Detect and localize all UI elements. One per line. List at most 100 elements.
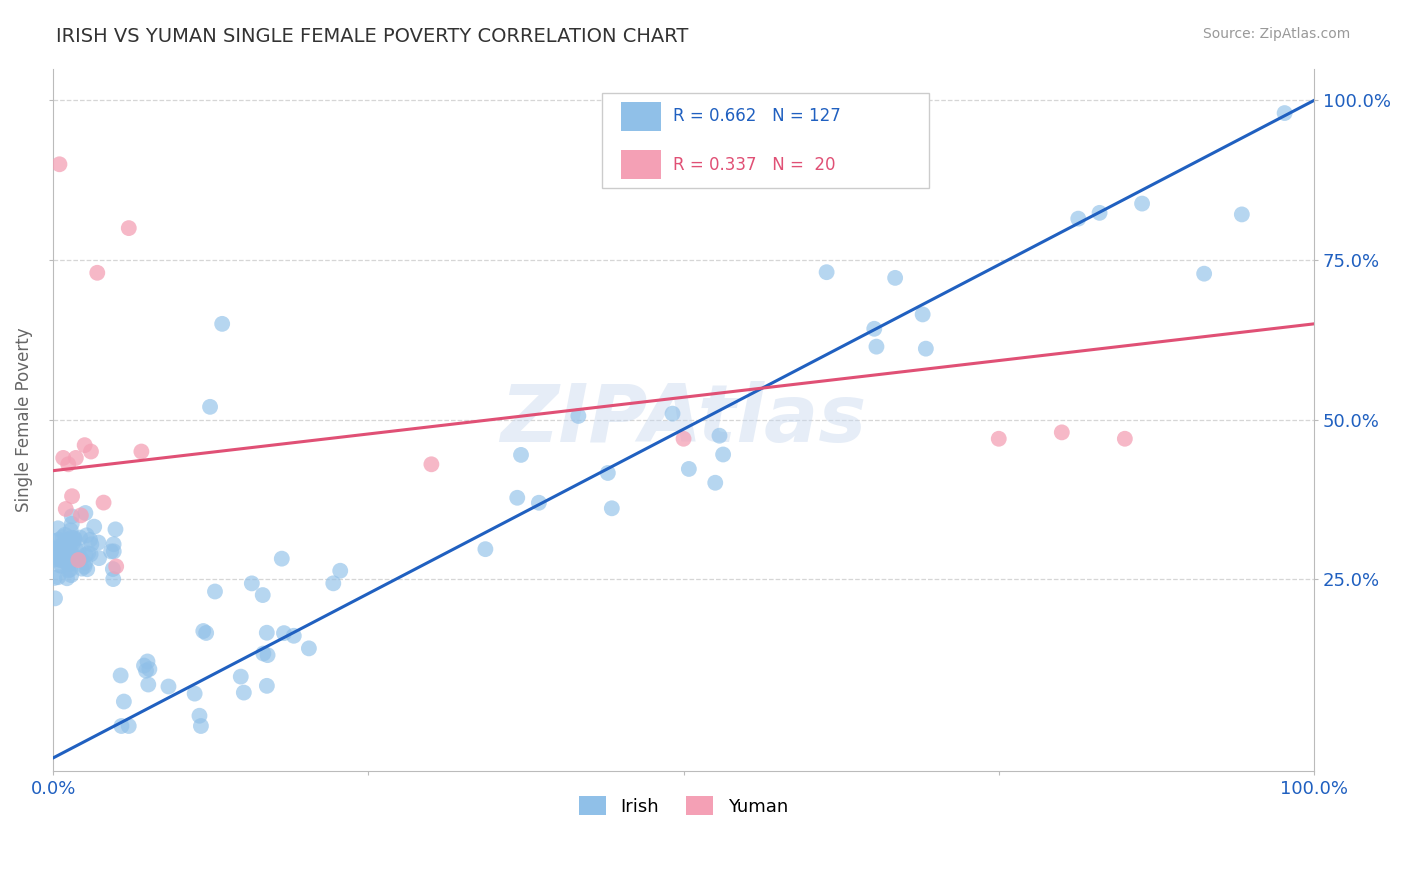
Point	[59, 523, 82, 537]
Point	[190, 719, 212, 733]
Point	[131, 444, 153, 458]
Point	[76, 528, 98, 542]
Point	[256, 625, 278, 640]
Point	[157, 680, 180, 694]
Point	[193, 624, 215, 638]
Point	[48, 533, 70, 547]
Point	[56, 549, 79, 563]
Point	[103, 537, 125, 551]
Point	[70, 562, 93, 576]
Point	[53, 543, 76, 558]
Point	[62, 535, 84, 549]
Point	[87, 551, 110, 566]
Point	[103, 572, 125, 586]
Point	[863, 322, 886, 336]
Point	[69, 531, 91, 545]
Point	[195, 626, 218, 640]
Point	[58, 563, 80, 577]
Point	[55, 541, 77, 556]
Point	[256, 648, 278, 662]
Point	[77, 546, 100, 560]
Point	[56, 571, 79, 585]
Point	[1130, 196, 1153, 211]
Point	[987, 432, 1010, 446]
Point	[53, 554, 76, 568]
Point	[103, 544, 125, 558]
Point	[1192, 267, 1215, 281]
FancyBboxPatch shape	[602, 93, 929, 188]
Point	[1067, 211, 1090, 226]
Point	[59, 533, 82, 548]
Point	[65, 543, 87, 558]
Point	[51, 553, 73, 567]
Point	[83, 519, 105, 533]
Point	[1274, 106, 1296, 120]
Point	[672, 432, 695, 446]
Point	[51, 558, 73, 573]
Point	[232, 685, 254, 699]
Point	[298, 641, 321, 656]
Point	[75, 548, 97, 562]
Text: R = 0.662   N = 127: R = 0.662 N = 127	[673, 107, 841, 125]
Point	[67, 543, 90, 558]
Point	[60, 489, 83, 503]
Point	[596, 466, 619, 480]
Point	[240, 576, 263, 591]
Point	[48, 558, 70, 573]
Point	[100, 544, 122, 558]
Point	[322, 576, 344, 591]
Point	[80, 444, 103, 458]
Point	[136, 677, 159, 691]
Legend: Irish, Yuman: Irish, Yuman	[569, 788, 797, 825]
Point	[80, 537, 103, 551]
Point	[704, 475, 727, 490]
Point	[815, 265, 838, 279]
Point	[55, 543, 77, 558]
Point	[63, 531, 86, 545]
Point	[58, 549, 80, 563]
Point	[527, 496, 550, 510]
Point	[79, 533, 101, 547]
Point	[65, 450, 87, 465]
Point	[44, 571, 66, 585]
Point	[183, 687, 205, 701]
Point	[110, 668, 132, 682]
Point	[60, 568, 83, 582]
Point	[44, 591, 66, 606]
Point	[49, 551, 72, 566]
Point	[44, 533, 66, 548]
Point	[110, 719, 132, 733]
Point	[252, 588, 274, 602]
Point	[138, 662, 160, 676]
Point	[46, 570, 69, 584]
Point	[49, 553, 72, 567]
Point	[55, 549, 77, 564]
Point	[283, 629, 305, 643]
Point	[56, 533, 79, 547]
Point	[55, 502, 77, 516]
Point	[53, 543, 76, 558]
Point	[52, 530, 75, 544]
Point	[270, 551, 292, 566]
Point	[915, 342, 938, 356]
Text: ZIPAtlas: ZIPAtlas	[501, 381, 866, 458]
Point	[75, 506, 97, 520]
Point	[49, 542, 72, 557]
Bar	[620, 102, 661, 131]
Point	[62, 553, 84, 567]
Point	[62, 549, 84, 564]
Point	[118, 719, 141, 733]
Point	[104, 522, 127, 536]
Point	[86, 266, 108, 280]
Point	[600, 501, 623, 516]
Point	[70, 551, 93, 566]
Point	[211, 317, 233, 331]
Point	[204, 584, 226, 599]
Point	[76, 562, 98, 576]
Point	[506, 491, 529, 505]
Point	[118, 221, 141, 235]
Point	[46, 521, 69, 535]
Point	[136, 655, 159, 669]
Point	[67, 553, 90, 567]
Point	[73, 438, 96, 452]
